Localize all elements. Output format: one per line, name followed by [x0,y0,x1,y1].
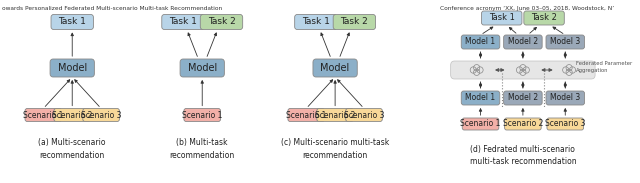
FancyBboxPatch shape [288,109,324,122]
Text: Model 1: Model 1 [465,94,495,102]
FancyBboxPatch shape [317,109,353,122]
Text: Scenario 1: Scenario 1 [23,111,63,119]
Text: Scenario 3: Scenario 3 [545,119,586,128]
FancyBboxPatch shape [504,118,541,130]
FancyBboxPatch shape [54,109,90,122]
FancyBboxPatch shape [313,59,357,77]
FancyBboxPatch shape [461,35,500,49]
Text: Task 1: Task 1 [169,18,197,27]
FancyBboxPatch shape [504,91,542,105]
FancyBboxPatch shape [162,14,204,29]
Text: Task 1: Task 1 [302,18,330,27]
Text: Model 2: Model 2 [508,94,538,102]
Text: owards Personalized Federated Multi-scenario Multi-task Recommendation: owards Personalized Federated Multi-scen… [2,6,222,11]
FancyBboxPatch shape [83,109,120,122]
Text: Scenario 3: Scenario 3 [81,111,122,119]
FancyBboxPatch shape [180,59,225,77]
Text: Scenario 1: Scenario 1 [286,111,326,119]
Text: Task 2: Task 2 [207,18,236,27]
Text: Model: Model [58,63,87,73]
Text: Task 2: Task 2 [340,18,368,27]
Text: Task 1: Task 1 [489,14,515,23]
Text: Federated Parameter
Aggregation: Federated Parameter Aggregation [576,61,632,73]
FancyBboxPatch shape [524,11,564,25]
FancyBboxPatch shape [547,118,584,130]
Text: Model 1: Model 1 [465,38,495,46]
Text: Scenario 1: Scenario 1 [460,119,500,128]
Text: (d) Fedrated multi-scenario
multi-task recommendation: (d) Fedrated multi-scenario multi-task r… [470,145,576,167]
Text: (a) Multi-scenario
recommendation: (a) Multi-scenario recommendation [38,138,106,160]
FancyBboxPatch shape [504,35,542,49]
FancyBboxPatch shape [462,118,499,130]
FancyBboxPatch shape [461,91,500,105]
Text: Model: Model [321,63,349,73]
Text: Model 3: Model 3 [550,94,580,102]
Text: Scenario 3: Scenario 3 [344,111,384,119]
Text: Scenario 1: Scenario 1 [182,111,223,119]
FancyBboxPatch shape [25,109,61,122]
FancyBboxPatch shape [200,14,243,29]
FancyBboxPatch shape [346,109,382,122]
Text: (c) Multi-scenario multi-task
recommendation: (c) Multi-scenario multi-task recommenda… [281,138,389,160]
Text: Conference acronym ‘XX, June 03–05, 2018, Woodstock, N’: Conference acronym ‘XX, June 03–05, 2018… [440,6,614,11]
FancyBboxPatch shape [184,109,221,122]
FancyBboxPatch shape [546,91,584,105]
Text: Scenario 2: Scenario 2 [315,111,355,119]
FancyBboxPatch shape [294,14,337,29]
Text: Model 3: Model 3 [550,38,580,46]
Text: Task 1: Task 1 [58,18,86,27]
Text: (b) Multi-task
recommendation: (b) Multi-task recommendation [170,138,235,160]
FancyBboxPatch shape [51,14,93,29]
Text: Scenario 2: Scenario 2 [52,111,92,119]
FancyBboxPatch shape [546,35,584,49]
FancyBboxPatch shape [451,61,595,79]
FancyBboxPatch shape [481,11,522,25]
Text: Model 2: Model 2 [508,38,538,46]
Text: Model: Model [188,63,217,73]
Text: Scenario 2: Scenario 2 [502,119,543,128]
Text: Task 2: Task 2 [531,14,557,23]
FancyBboxPatch shape [333,14,376,29]
FancyBboxPatch shape [50,59,94,77]
